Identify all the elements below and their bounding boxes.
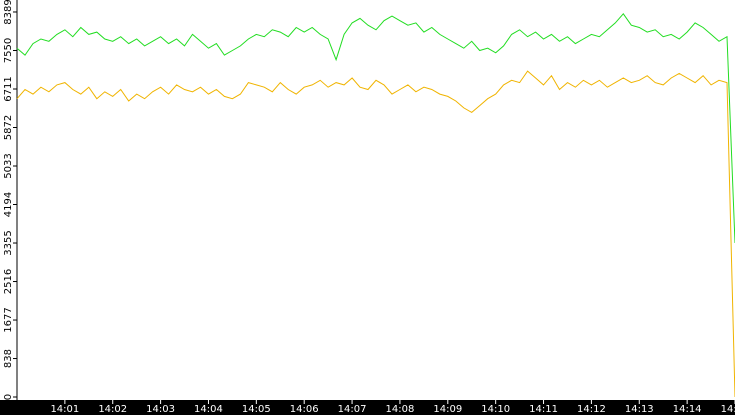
y-tick-label: 8389	[3, 0, 14, 25]
y-tick-label: 6711	[3, 76, 14, 101]
x-tick-label: 14:09	[433, 404, 462, 415]
y-tick-label: 1677	[3, 307, 14, 332]
x-tick-label: 14:11	[529, 404, 558, 415]
x-tick-label: 14:06	[290, 404, 319, 415]
y-tick-label: 2516	[3, 269, 14, 294]
y-tick-label: 5033	[3, 153, 14, 178]
x-tick-label: 14:02	[98, 404, 127, 415]
series-line	[16, 12, 735, 244]
x-tick-label: 14:10	[481, 404, 510, 415]
x-axis-band	[0, 400, 735, 415]
x-tick-label: 14:08	[386, 404, 415, 415]
x-tick-label: 14:05	[242, 404, 271, 415]
y-tick-label: 4194	[3, 192, 14, 217]
x-tick-label: 14:04	[194, 404, 223, 415]
x-tick-label: 14:03	[146, 404, 175, 415]
x-tick-label: 14:01	[50, 404, 79, 415]
y-tick-label: 0	[3, 394, 14, 400]
y-tick-label: 7550	[3, 38, 14, 63]
series-line	[16, 70, 735, 398]
y-tick-label: 3355	[3, 230, 14, 255]
x-tick-label: 14:07	[338, 404, 367, 415]
x-tick-label: 14:12	[577, 404, 606, 415]
y-tick-label: 838	[3, 349, 14, 368]
y-tick-label: 5872	[3, 115, 14, 140]
x-tick-label: 14:14	[673, 404, 702, 415]
x-tick-label: 14:13	[625, 404, 654, 415]
x-tick-label: 14:15	[721, 404, 735, 415]
